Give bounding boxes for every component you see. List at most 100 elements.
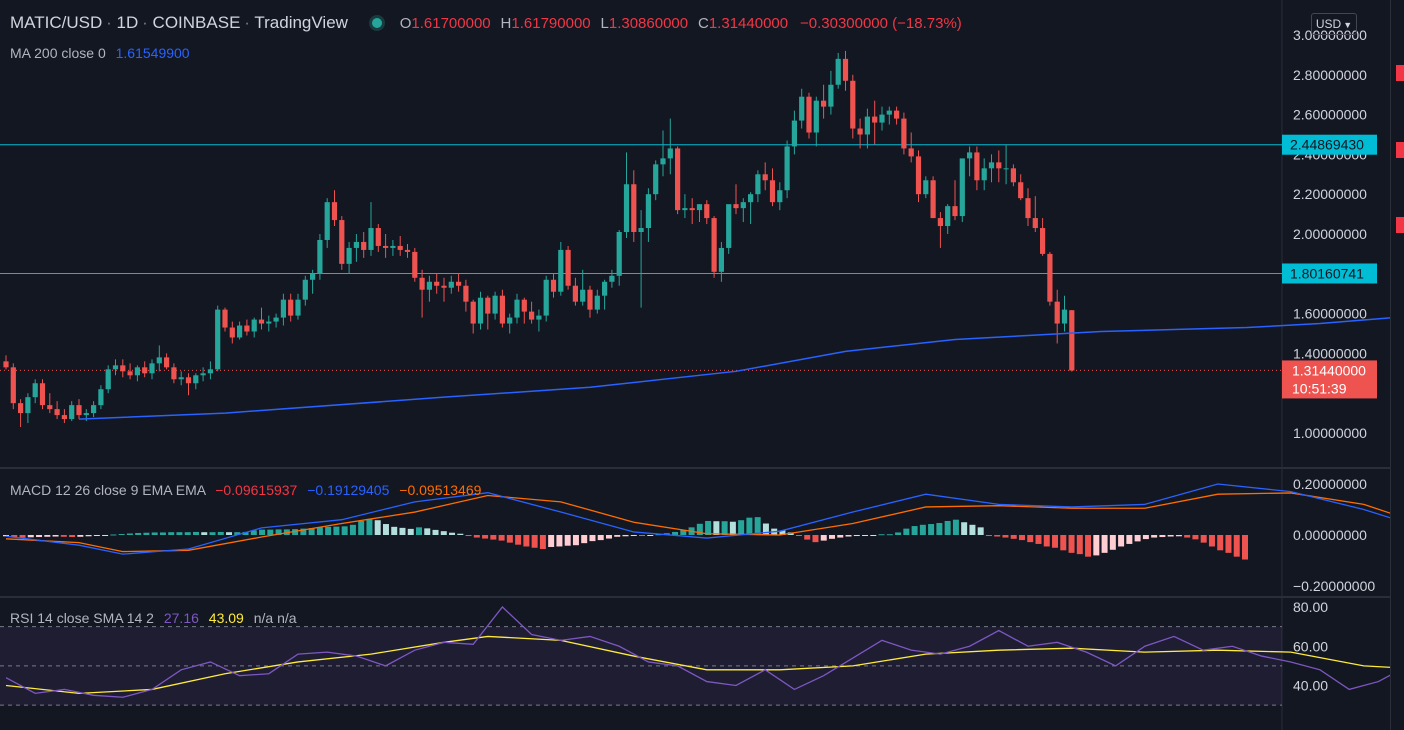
candle-body[interactable] [580, 289, 586, 302]
candle-body[interactable] [842, 58, 849, 81]
candle-body[interactable] [426, 281, 432, 290]
candle-body[interactable] [835, 58, 841, 85]
candle-body[interactable] [806, 96, 812, 133]
candle-body[interactable] [492, 295, 498, 314]
candle-body[interactable] [258, 319, 265, 324]
candle-body[interactable] [98, 389, 104, 406]
candle-body[interactable] [229, 327, 235, 338]
candle-body[interactable] [565, 249, 571, 286]
rsi-legend[interactable]: RSI 14 close SMA 14 2 27.16 43.09 n/a n/… [10, 610, 297, 626]
candle-body[interactable] [981, 168, 987, 181]
candle-body[interactable] [901, 118, 907, 149]
candle-body[interactable] [134, 367, 140, 376]
candle-body[interactable] [689, 208, 695, 211]
candle-body[interactable] [105, 369, 111, 390]
candle-body[interactable] [791, 120, 797, 147]
candle-body[interactable] [594, 295, 600, 310]
candle-body[interactable] [244, 325, 250, 332]
candle-body[interactable] [988, 162, 995, 169]
candle-body[interactable] [762, 174, 768, 181]
candle-body[interactable] [908, 148, 914, 157]
candle-body[interactable] [310, 273, 316, 280]
candle-body[interactable] [448, 281, 454, 288]
candle-body[interactable] [507, 317, 513, 324]
candle-body[interactable] [477, 297, 484, 324]
candle-body[interactable] [193, 375, 199, 384]
candle-body[interactable] [18, 403, 24, 414]
candle-body[interactable] [76, 405, 82, 416]
candle-body[interactable] [740, 202, 746, 209]
candle-body[interactable] [470, 301, 476, 324]
candle-body[interactable] [864, 116, 870, 135]
candle-body[interactable] [879, 114, 885, 123]
candle-body[interactable] [1032, 218, 1038, 229]
candle-body[interactable] [645, 194, 651, 229]
candle-body[interactable] [857, 128, 863, 135]
candle-body[interactable] [331, 202, 338, 221]
candle-body[interactable] [91, 405, 97, 414]
candle-body[interactable] [164, 357, 170, 368]
rsi-sma-line[interactable] [5, 635, 1404, 695]
candle-body[interactable] [295, 299, 301, 316]
candle-body[interactable] [558, 249, 564, 292]
candle-body[interactable] [171, 367, 177, 380]
candle-body[interactable] [178, 377, 184, 380]
candle-body[interactable] [288, 299, 294, 316]
candle-body[interactable] [1069, 310, 1075, 371]
symbol-name[interactable]: MATIC/USD [10, 13, 103, 32]
candle-body[interactable] [529, 311, 535, 320]
candle-body[interactable] [784, 146, 790, 191]
candle-body[interactable] [543, 279, 549, 316]
candle-body[interactable] [967, 152, 973, 159]
candle-body[interactable] [631, 184, 637, 233]
ma200-line[interactable] [78, 310, 1404, 420]
candle-body[interactable] [821, 100, 827, 107]
candle-body[interactable] [339, 220, 345, 264]
candle-body[interactable] [412, 251, 418, 278]
candle-body[interactable] [1061, 309, 1068, 324]
candle-body[interactable] [550, 279, 557, 292]
candle-body[interactable] [112, 365, 119, 370]
candle-body[interactable] [83, 413, 89, 416]
candle-body[interactable] [945, 206, 951, 227]
candle-body[interactable] [923, 180, 929, 195]
candle-body[interactable] [368, 228, 374, 250]
candle-body[interactable] [47, 405, 53, 410]
candle-body[interactable] [755, 174, 761, 195]
candle-body[interactable] [667, 148, 673, 159]
candle-body[interactable] [463, 285, 469, 302]
candle-body[interactable] [602, 281, 608, 296]
candle-body[interactable] [1018, 182, 1024, 199]
candle-body[interactable] [704, 204, 710, 219]
candle-body[interactable] [120, 365, 126, 372]
candle-body[interactable] [514, 299, 520, 318]
alert-marker-icon[interactable] [1396, 217, 1404, 233]
candle-body[interactable] [996, 162, 1002, 169]
currency-dropdown[interactable]: USD ▼ [1311, 13, 1357, 35]
candle-body[interactable] [587, 289, 593, 310]
macd-signal-line[interactable] [5, 492, 1404, 559]
candle-body[interactable] [1047, 253, 1053, 302]
candle-body[interactable] [127, 371, 133, 376]
candle-body[interactable] [1054, 301, 1060, 324]
candle-body[interactable] [61, 415, 67, 420]
candle-body[interactable] [769, 180, 776, 203]
candle-body[interactable] [456, 281, 462, 286]
candle-body[interactable] [280, 299, 286, 318]
candle-body[interactable] [485, 297, 491, 314]
candle-body[interactable] [748, 194, 754, 203]
candle-body[interactable] [324, 202, 330, 240]
candle-body[interactable] [660, 158, 666, 165]
candle-body[interactable] [404, 249, 411, 252]
macd-legend[interactable]: MACD 12 26 close 9 EMA EMA −0.09615937 −… [10, 482, 481, 498]
candle-body[interactable] [718, 247, 724, 272]
candle-body[interactable] [273, 317, 279, 322]
candle-body[interactable] [726, 204, 732, 248]
candle-body[interactable] [397, 245, 403, 250]
candle-body[interactable] [251, 319, 257, 332]
candle-body[interactable] [959, 158, 965, 217]
candle-body[interactable] [346, 247, 352, 264]
candle-body[interactable] [69, 405, 75, 420]
candle-body[interactable] [1003, 168, 1009, 170]
